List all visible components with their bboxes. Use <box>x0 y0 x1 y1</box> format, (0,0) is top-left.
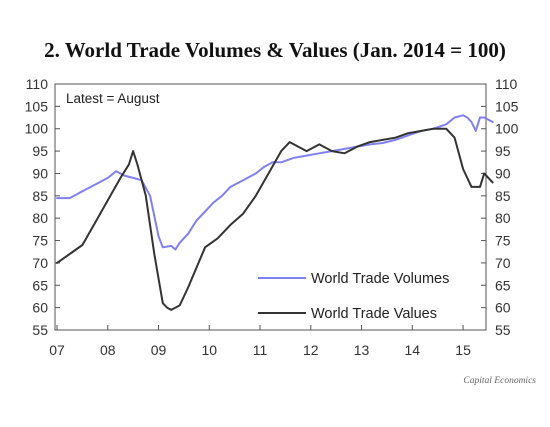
y-tick-label-left: 60 <box>32 300 48 316</box>
x-tick-label: 14 <box>405 342 421 358</box>
x-tick-label: 12 <box>303 342 319 358</box>
y-tick-label-left: 110 <box>26 76 49 92</box>
y-tick-label-left: 85 <box>32 188 48 204</box>
source-credit: Capital Economics <box>463 376 536 386</box>
series-lines <box>56 114 494 311</box>
plot-frame <box>54 83 487 331</box>
chart-title: 2. World Trade Volumes & Values (Jan. 20… <box>44 38 506 62</box>
latest-annotation: Latest = August <box>66 91 160 106</box>
right-axis: 55 60 65 70 75 80 85 90 95 100 105 110 <box>481 76 519 338</box>
y-tick-label-left: 105 <box>25 98 49 114</box>
y-tick-label-left: 80 <box>32 210 48 226</box>
y-tick-label-right: 90 <box>495 165 511 181</box>
y-tick-label-left: 75 <box>32 233 48 249</box>
y-tick-label-right: 95 <box>495 143 511 159</box>
x-axis: 07 08 09 10 11 12 13 14 15 <box>49 325 471 358</box>
y-tick-label-right: 110 <box>495 76 518 92</box>
x-tick-label: 13 <box>354 342 370 358</box>
x-tick-label: 15 <box>455 342 471 358</box>
y-tick-label-right: 65 <box>495 277 511 293</box>
legend: World Trade Volumes World Trade Values <box>258 271 449 322</box>
y-tick-label-right: 70 <box>495 255 511 271</box>
y-tick-label-right: 85 <box>495 188 511 204</box>
x-tick-label: 09 <box>151 342 167 358</box>
y-tick-label-left: 65 <box>32 277 48 293</box>
y-tick-label-right: 80 <box>495 210 511 226</box>
x-tick-label: 07 <box>49 342 65 358</box>
series-line-world-trade-volumes <box>56 114 494 251</box>
x-tick-label: 08 <box>100 342 116 358</box>
legend-label-volumes: World Trade Volumes <box>311 271 449 287</box>
y-tick-label-right: 100 <box>495 121 519 137</box>
x-tick-label: 10 <box>201 342 217 358</box>
y-tick-label-right: 60 <box>495 300 511 316</box>
y-tick-label-left: 70 <box>32 255 48 271</box>
left-axis: 55 60 65 70 75 80 85 90 95 100 105 110 <box>25 76 60 338</box>
y-tick-label-left: 100 <box>25 121 49 137</box>
y-tick-label-right: 75 <box>495 233 511 249</box>
y-tick-label-right: 55 <box>495 322 511 338</box>
legend-label-values: World Trade Values <box>311 306 437 322</box>
y-tick-label-right: 105 <box>495 98 519 114</box>
y-tick-label-left: 90 <box>32 165 48 181</box>
y-tick-label-left: 55 <box>32 322 48 338</box>
y-tick-label-left: 95 <box>32 143 48 159</box>
x-tick-label: 11 <box>253 342 268 358</box>
series-line-world-trade-values <box>56 127 494 311</box>
